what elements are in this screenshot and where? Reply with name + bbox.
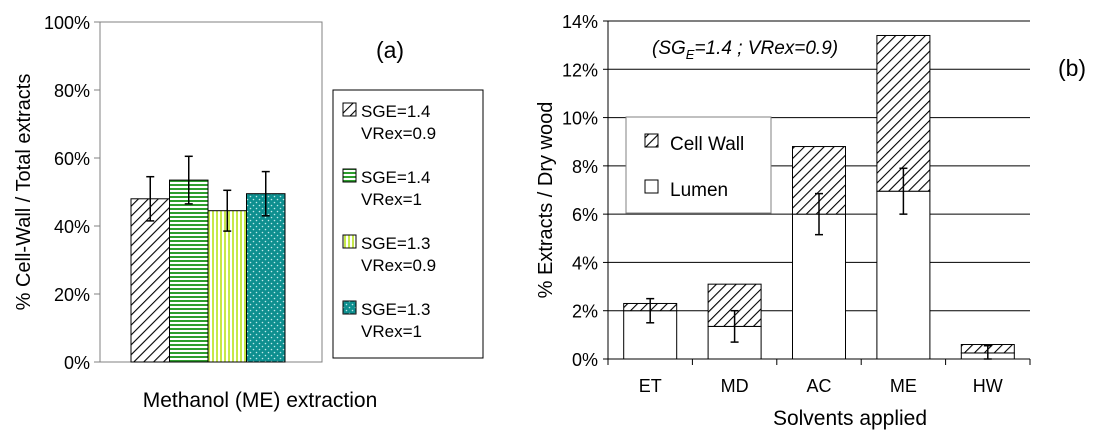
x-tick-label-b: AC — [806, 376, 831, 396]
legend-label-a: SGE=1.3 — [361, 300, 430, 319]
legend-box-a — [332, 89, 484, 359]
y-tick-label-b: 0% — [572, 350, 598, 370]
legend-label-a: VRex=1 — [361, 322, 422, 341]
y-tick-label-a: 60% — [54, 149, 90, 169]
y-tick-label-a: 80% — [54, 81, 90, 101]
legend-a: SGE=1.4 VRex=0.9 SGE=1.4 VRex=1 SGE=1.3 VRex=… — [332, 89, 484, 359]
legend-swatch-a — [342, 102, 357, 117]
legend-swatch-cell-wall — [644, 133, 659, 148]
bar-a — [246, 193, 286, 363]
y-tick-label-b: 2% — [572, 302, 598, 322]
legend-label-a: VRex=0.9 — [361, 124, 436, 143]
legend-swatch-lumen — [644, 179, 659, 194]
legend-label-a: VRex=0.9 — [361, 256, 436, 275]
x-axis-label-a: Methanol (ME) extraction — [143, 389, 378, 412]
x-tick-label-b: MD — [721, 376, 749, 396]
y-tick-label-b: 12% — [562, 60, 598, 80]
legend-b: Cell Wall Lumen — [625, 116, 772, 214]
chart-panel-b: 0% 2% 4% 6% 8% 10% 12% 14% ET MD AC ME HW % Extract… — [535, 12, 1086, 430]
legend-label-a: VRex=1 — [361, 190, 422, 209]
y-tick-label-b: 14% — [562, 12, 598, 32]
panel-label-b: (b) — [1058, 55, 1086, 81]
bar-a — [207, 210, 247, 363]
legend-label-a: SGE=1.4 — [361, 168, 430, 187]
x-tick-label-b: HW — [973, 376, 1003, 396]
y-tick-label-b: 10% — [562, 109, 598, 129]
bar-b-lumen — [792, 213, 846, 360]
legend-swatch-a — [342, 234, 357, 249]
x-axis-label-b: Solvents applied — [773, 407, 927, 430]
bar-a — [130, 198, 170, 363]
bar-b-cell-wall — [876, 34, 931, 192]
bar-b-lumen — [876, 190, 931, 360]
legend-swatch-a — [342, 168, 357, 183]
y-tick-label-b: 4% — [572, 253, 598, 273]
y-tick-label-a: 40% — [54, 217, 90, 237]
y-tick-label-b: 8% — [572, 157, 598, 177]
chart-panel-a: 0% 20% 40% 60% 80% 100% % Cell-Wall / Total e… — [13, 13, 484, 412]
legend-box-b — [625, 116, 772, 214]
x-tick-label-b: ET — [639, 376, 662, 396]
y-axis-label-b: % Extracts / Dry wood — [535, 102, 557, 299]
y-axis-label-a: % Cell-Wall / Total extracts — [13, 74, 35, 311]
x-tick-label-b: ME — [890, 376, 917, 396]
y-tick-label-a: 0% — [64, 353, 90, 373]
y-tick-label-a: 20% — [54, 285, 90, 305]
legend-label-a: SGE=1.3 — [361, 234, 430, 253]
y-tick-label-b: 6% — [572, 205, 598, 225]
annotation-b: (SGE=1.4 ; VRex=0.9) — [652, 38, 838, 62]
legend-swatch-a — [342, 300, 357, 315]
legend-label-lumen: Lumen — [670, 180, 728, 201]
legend-label-a: SGE=1.4 — [361, 102, 430, 121]
panel-label-a: (a) — [376, 37, 404, 63]
bar-a — [169, 179, 209, 363]
y-tick-label-a: 100% — [44, 13, 90, 33]
legend-label-cell-wall: Cell Wall — [670, 134, 744, 155]
